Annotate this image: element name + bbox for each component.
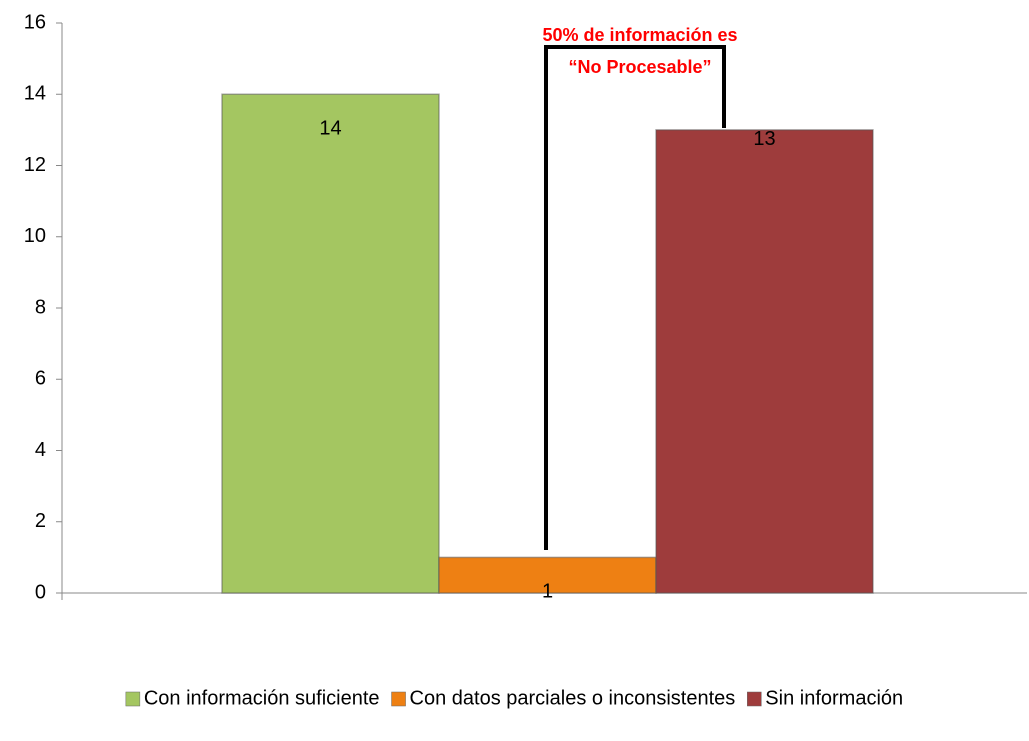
y-tick-label: 10	[24, 225, 46, 247]
bar	[221, 93, 440, 594]
y-tick-label: 12	[24, 154, 46, 176]
data-label: 1	[542, 581, 553, 603]
annotation: 50% de información es	[542, 25, 737, 45]
y-tick-label: 8	[35, 296, 46, 318]
bar	[655, 129, 874, 594]
data-label: 13	[753, 128, 775, 150]
annotation-bracket	[544, 45, 726, 550]
legend-label: Con datos parciales o inconsistentes	[410, 687, 736, 709]
legend-swatch	[747, 691, 762, 707]
legend-swatch	[391, 691, 406, 707]
y-tick-label: 14	[24, 83, 46, 105]
y-tick-label: 16	[24, 11, 46, 33]
y-tick-label: 4	[35, 439, 46, 461]
y-tick-label: 2	[35, 510, 46, 532]
data-label: 14	[319, 118, 341, 140]
legend: Con información suficiente Con datos parc…	[125, 687, 903, 709]
legend-label: Sin información	[765, 687, 903, 709]
annotation: “No Procesable”	[568, 57, 711, 77]
legend-label: Con información suficiente	[144, 687, 380, 709]
y-tick-label: 0	[35, 581, 46, 603]
y-tick-label: 6	[35, 368, 46, 390]
legend-swatch	[125, 691, 141, 707]
